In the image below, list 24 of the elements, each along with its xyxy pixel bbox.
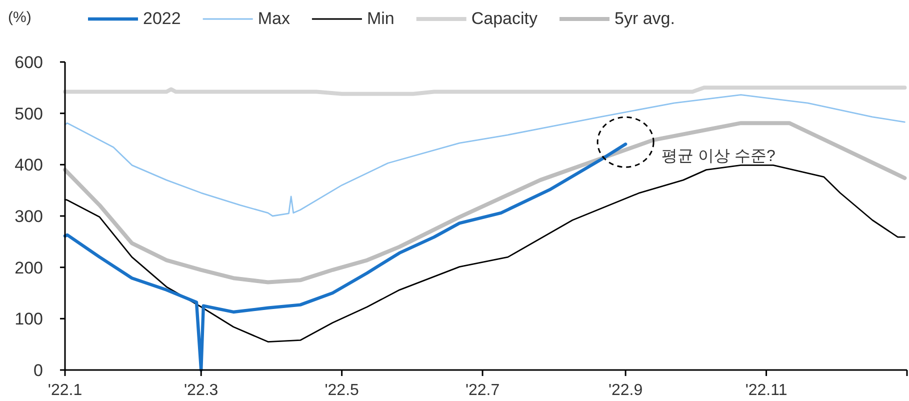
y-tick-label: 200	[14, 258, 43, 278]
line-series	[64, 94, 906, 217]
x-tick-label: '22.3	[184, 382, 218, 399]
line-series	[63, 86, 907, 96]
legend-label: Min	[366, 9, 394, 28]
y-tick-label: 0	[34, 361, 43, 380]
line-series	[63, 142, 628, 372]
legend-label: 2022	[143, 9, 181, 28]
legend-label: 5yr avg.	[614, 9, 675, 28]
x-tick-label: '22.7	[465, 382, 500, 399]
x-tick-label: '22.9	[608, 382, 643, 399]
y-tick-label: 300	[14, 207, 43, 226]
legend-label: Max	[258, 9, 290, 28]
annotation: 평균 이상 수준?	[662, 148, 776, 166]
x-tick-label: '22.11	[745, 382, 788, 399]
y-tick-label: 100	[14, 310, 43, 329]
y-tick-label: 400	[14, 156, 43, 175]
x-tick-label: '22.1	[48, 382, 82, 399]
y-axis-title: (%)	[8, 9, 32, 26]
legend-label: Capacity	[471, 9, 538, 28]
y-tick-label: 500	[14, 104, 43, 124]
x-tick-label: '22.5	[324, 382, 360, 399]
line-series	[63, 121, 907, 284]
y-tick-label: 600	[14, 53, 43, 72]
